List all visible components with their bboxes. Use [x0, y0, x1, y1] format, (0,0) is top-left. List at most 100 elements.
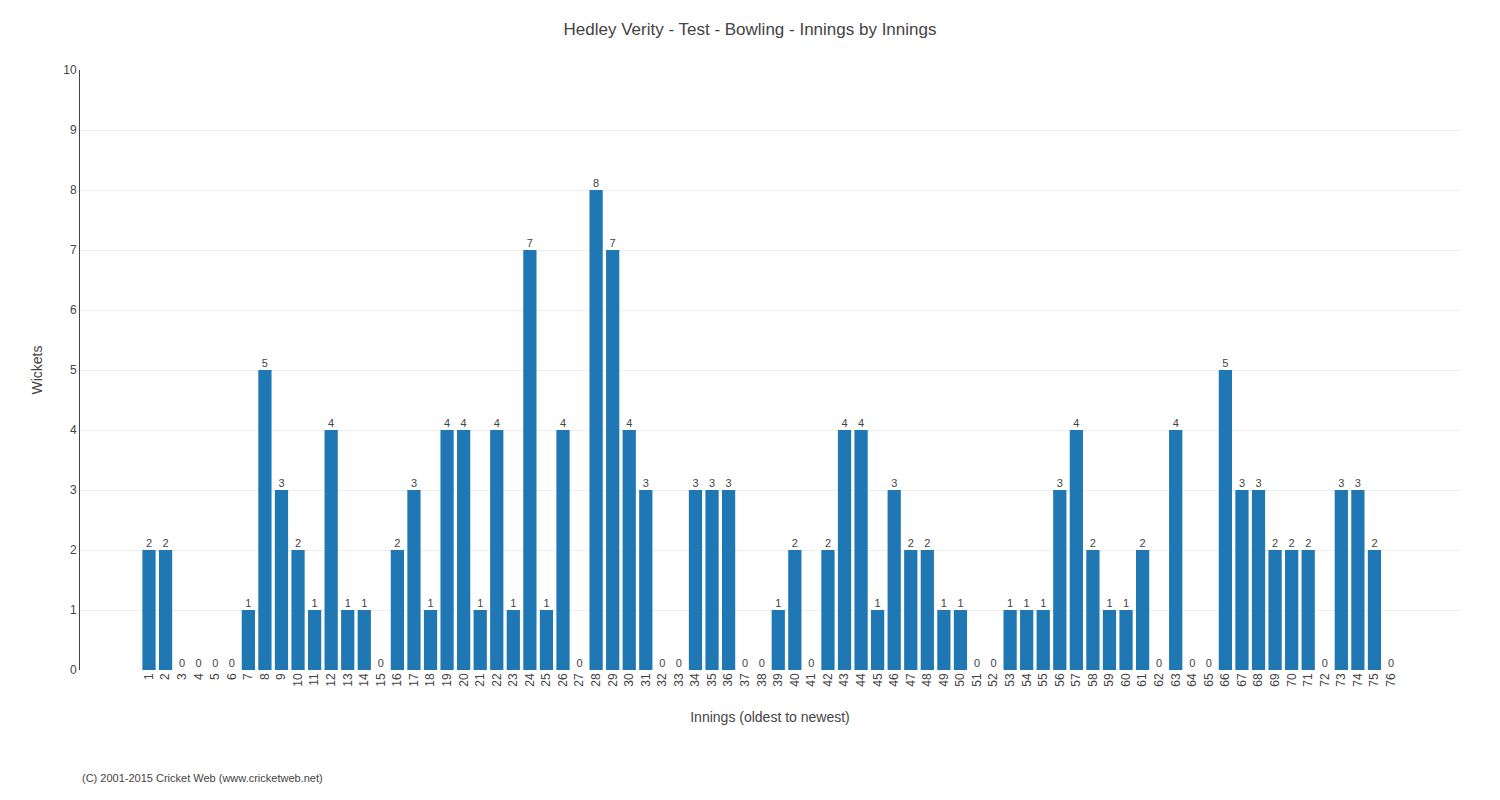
- svg-text:6: 6: [225, 673, 239, 680]
- svg-text:3: 3: [891, 477, 897, 489]
- svg-text:19: 19: [440, 673, 454, 687]
- svg-text:1: 1: [361, 597, 367, 609]
- svg-text:39: 39: [771, 673, 785, 687]
- svg-text:63: 63: [1169, 673, 1183, 687]
- svg-text:16: 16: [390, 673, 404, 687]
- svg-text:43: 43: [837, 673, 851, 687]
- svg-text:3: 3: [70, 483, 77, 497]
- svg-text:42: 42: [821, 673, 835, 687]
- svg-text:10: 10: [63, 63, 77, 77]
- svg-text:1: 1: [345, 597, 351, 609]
- svg-text:57: 57: [1069, 673, 1083, 687]
- svg-text:0: 0: [808, 657, 814, 669]
- svg-text:2: 2: [908, 537, 914, 549]
- svg-text:3: 3: [411, 477, 417, 489]
- svg-text:30: 30: [622, 673, 636, 687]
- svg-text:1: 1: [477, 597, 483, 609]
- svg-text:21: 21: [473, 673, 487, 687]
- svg-text:0: 0: [1388, 657, 1394, 669]
- svg-text:0: 0: [659, 657, 665, 669]
- svg-text:8: 8: [258, 673, 272, 680]
- svg-text:0: 0: [229, 657, 235, 669]
- svg-text:3: 3: [1355, 477, 1361, 489]
- svg-text:3: 3: [278, 477, 284, 489]
- svg-text:0: 0: [1189, 657, 1195, 669]
- svg-text:23: 23: [506, 673, 520, 687]
- svg-text:1: 1: [775, 597, 781, 609]
- svg-text:66: 66: [1218, 673, 1232, 687]
- svg-text:4: 4: [461, 417, 467, 429]
- svg-text:1: 1: [543, 597, 549, 609]
- svg-text:18: 18: [423, 673, 437, 687]
- svg-text:8: 8: [593, 177, 599, 189]
- svg-text:3: 3: [1338, 477, 1344, 489]
- svg-text:22: 22: [490, 673, 504, 687]
- svg-text:4: 4: [1173, 417, 1179, 429]
- svg-text:1: 1: [142, 673, 156, 680]
- svg-text:0: 0: [742, 657, 748, 669]
- svg-text:33: 33: [672, 673, 686, 687]
- svg-text:5: 5: [70, 363, 77, 377]
- svg-text:1: 1: [875, 597, 881, 609]
- svg-text:17: 17: [407, 673, 421, 687]
- svg-text:51: 51: [970, 673, 984, 687]
- svg-text:73: 73: [1334, 673, 1348, 687]
- svg-text:72: 72: [1318, 673, 1332, 687]
- svg-text:50: 50: [953, 673, 967, 687]
- svg-text:1: 1: [1007, 597, 1013, 609]
- svg-text:54: 54: [1020, 673, 1034, 687]
- svg-text:25: 25: [539, 673, 553, 687]
- svg-text:4: 4: [560, 417, 566, 429]
- svg-text:49: 49: [937, 673, 951, 687]
- svg-text:52: 52: [986, 673, 1000, 687]
- svg-text:29: 29: [606, 673, 620, 687]
- svg-text:Hedley Verity - Test - Bowling: Hedley Verity - Test - Bowling - Innings…: [564, 20, 937, 39]
- svg-text:3: 3: [175, 673, 189, 680]
- svg-text:6: 6: [70, 303, 77, 317]
- svg-text:4: 4: [1073, 417, 1079, 429]
- svg-text:2: 2: [158, 673, 172, 680]
- svg-text:3: 3: [1057, 477, 1063, 489]
- svg-text:0: 0: [196, 657, 202, 669]
- svg-text:40: 40: [788, 673, 802, 687]
- svg-text:0: 0: [1206, 657, 1212, 669]
- svg-text:4: 4: [444, 417, 450, 429]
- svg-text:2: 2: [1272, 537, 1278, 549]
- svg-text:56: 56: [1053, 673, 1067, 687]
- svg-text:9: 9: [70, 123, 77, 137]
- svg-text:68: 68: [1251, 673, 1265, 687]
- svg-text:8: 8: [70, 183, 77, 197]
- svg-text:2: 2: [1371, 537, 1377, 549]
- svg-text:2: 2: [924, 537, 930, 549]
- svg-text:14: 14: [357, 673, 371, 687]
- svg-text:15: 15: [374, 673, 388, 687]
- svg-text:53: 53: [1003, 673, 1017, 687]
- svg-text:27: 27: [572, 673, 586, 687]
- svg-text:0: 0: [974, 657, 980, 669]
- svg-text:70: 70: [1285, 673, 1299, 687]
- svg-text:1: 1: [957, 597, 963, 609]
- svg-text:61: 61: [1136, 673, 1150, 687]
- svg-text:28: 28: [589, 673, 603, 687]
- svg-text:Innings (oldest to newest): Innings (oldest to newest): [690, 709, 850, 725]
- svg-text:20: 20: [457, 673, 471, 687]
- svg-text:41: 41: [804, 673, 818, 687]
- svg-text:5: 5: [262, 357, 268, 369]
- svg-text:1: 1: [312, 597, 318, 609]
- svg-text:2: 2: [1289, 537, 1295, 549]
- svg-text:0: 0: [212, 657, 218, 669]
- svg-text:24: 24: [523, 673, 537, 687]
- svg-text:32: 32: [655, 673, 669, 687]
- svg-text:55: 55: [1036, 673, 1050, 687]
- svg-text:4: 4: [328, 417, 334, 429]
- svg-text:1: 1: [510, 597, 516, 609]
- svg-text:44: 44: [854, 673, 868, 687]
- svg-text:2: 2: [295, 537, 301, 549]
- svg-text:45: 45: [871, 673, 885, 687]
- svg-text:2: 2: [394, 537, 400, 549]
- svg-text:5: 5: [1222, 357, 1228, 369]
- svg-text:26: 26: [556, 673, 570, 687]
- svg-text:2: 2: [1305, 537, 1311, 549]
- svg-text:2: 2: [1090, 537, 1096, 549]
- svg-text:71: 71: [1301, 673, 1315, 687]
